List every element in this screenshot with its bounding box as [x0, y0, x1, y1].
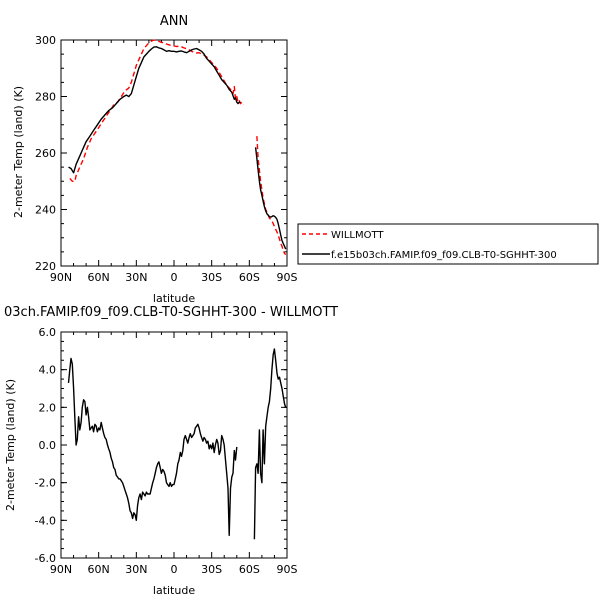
series-0-segment-0	[67, 357, 238, 537]
top-chart-series	[68, 39, 287, 256]
x-tick-label: 90S	[277, 271, 298, 284]
x-tick-label: 30S	[201, 563, 222, 576]
x-tick-label: 90N	[50, 563, 72, 576]
y-tick-label: 0.0	[39, 439, 57, 452]
y-tick-label: -4.0	[35, 514, 56, 527]
x-tick-label: 0	[171, 563, 178, 576]
y-tick-label: 2.0	[39, 401, 57, 414]
x-tick-label: 60S	[239, 271, 260, 284]
top-chart-title: ANN	[160, 14, 188, 29]
x-tick-label: 60S	[239, 563, 260, 576]
x-tick-label: 90N	[50, 271, 72, 284]
x-tick-label: 30N	[125, 271, 147, 284]
y-tick-label: -2.0	[35, 477, 56, 490]
series-0-segment-1	[253, 348, 287, 540]
bottom-chart-xlabel: latitude	[153, 584, 195, 597]
x-tick-label: 60N	[88, 563, 110, 576]
y-tick-label: 220	[35, 260, 56, 273]
series-1-segment-0	[68, 46, 241, 174]
bottom-chart-series	[67, 348, 287, 540]
y-tick-label: 280	[35, 91, 56, 104]
x-tick-label: 30N	[125, 563, 147, 576]
y-tick-label: -6.0	[35, 552, 56, 565]
x-tick-label: 60N	[88, 271, 110, 284]
bottom-chart-ticks: 90N 60N 30N 0 30S 60S 90S -6.0 -4.0 -2.0 0.0 2.0 4.0…	[35, 326, 298, 576]
x-tick-label: 30S	[201, 271, 222, 284]
y-tick-label: 4.0	[39, 364, 57, 377]
bottom-chart-ylabel: 2-meter Temp (land) (K)	[4, 379, 17, 511]
legend-willmott-label: WILLMOTT	[331, 230, 384, 241]
y-tick-label: 6.0	[39, 326, 57, 339]
bottom-chart-frame	[60, 331, 288, 559]
series-1-segment-1	[254, 147, 287, 250]
y-tick-label: 300	[35, 34, 56, 47]
legend-box	[297, 223, 599, 265]
top-chart-xlabel: latitude	[153, 292, 195, 305]
x-tick-label: 90S	[277, 563, 298, 576]
top-chart-frame	[60, 39, 288, 267]
y-tick-label: 260	[35, 147, 56, 160]
legend-model-label: f.e15b03ch.FAMIP.f09_f09.CLB-T0-SGHHT-30…	[331, 250, 557, 261]
top-chart-ticks: 90N 60N 30N 0 30S 60S 90S 220 240 260 280 300	[35, 34, 298, 284]
legend: WILLMOTT f.e15b03ch.FAMIP.f09_f09.CLB-T0…	[297, 223, 599, 265]
y-tick-label: 240	[35, 204, 56, 217]
top-chart-panel: ANN latitude 2-meter Temp (land) (K) 90N…	[12, 14, 298, 305]
bottom-chart-panel: 03ch.FAMIP.f09_f09.CLB-T0-SGHHT-300 - WI…	[4, 305, 338, 597]
bottom-chart-title: 03ch.FAMIP.f09_f09.CLB-T0-SGHHT-300 - WI…	[4, 305, 338, 320]
top-chart-ylabel: 2-meter Temp (land) (K)	[12, 86, 25, 218]
x-tick-label: 0	[171, 271, 178, 284]
series-0-segment-0	[69, 39, 244, 183]
